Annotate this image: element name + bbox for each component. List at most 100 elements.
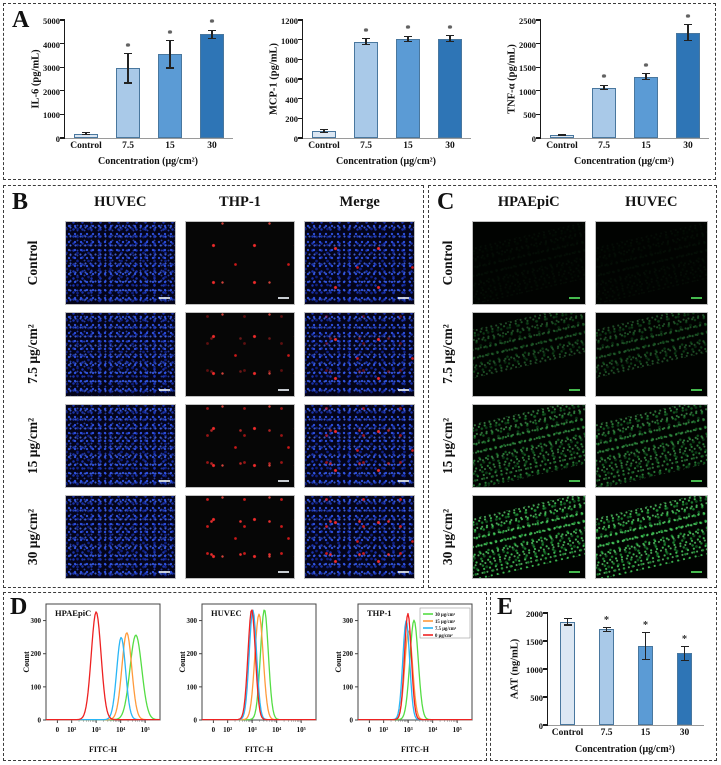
y-tick-label: 300 <box>187 617 198 625</box>
panel-e: E AAT (ng/mL) 0 500 1000 1500 2000 Control * 7.… <box>490 592 717 761</box>
scale-bar <box>691 297 702 300</box>
y-tick <box>543 668 548 670</box>
significance-asterisk: * <box>167 28 173 40</box>
fluorescence-band <box>595 222 708 305</box>
error-bar-cap <box>166 39 174 42</box>
b-image-merge-15 <box>304 403 415 488</box>
fitc-axis-label: FITC-H <box>89 745 118 754</box>
aat-x-axis-label: Concentration (μg/cm²) <box>574 744 676 755</box>
error-bar <box>211 30 213 39</box>
y-tick <box>60 19 65 21</box>
panel-c-grid: HPAEpiC HUVEC Control 7.5 μg/cm² 15 μg/c… <box>433 190 708 579</box>
y-tick <box>536 19 541 21</box>
y-tick <box>536 137 541 139</box>
legend-label: 0 μg/cm² <box>435 633 453 639</box>
y-tick-label: 0 <box>538 721 543 731</box>
il6-x-axis-label: Concentration (μg/cm²) <box>97 156 199 167</box>
error-bar-cap <box>124 53 132 55</box>
hpaepic-flow-histogram: 0 100 200 300 0 10² 10³ 10⁴ 10⁵ HPAEpiC Count FITC-… <box>20 598 172 761</box>
scale-bar <box>158 571 170 573</box>
error-bar-cap <box>446 41 454 43</box>
x-tick-label: 0 <box>56 726 60 734</box>
error-bar-cap <box>563 618 572 620</box>
bar-30 <box>200 34 224 138</box>
b-image-thp1-15 <box>184 403 296 488</box>
x-category-label: 7.5 <box>598 141 610 151</box>
x-category-label: 30 <box>679 728 690 738</box>
y-tick <box>298 19 303 21</box>
c-image-hpaepic-7_5 <box>472 312 586 397</box>
series-0 μg/cm² <box>46 611 160 721</box>
tnf-bar-chart: TNF-α (pg/mL) 0 500 1000 1500 2000 2500 Contro… <box>500 10 720 178</box>
huvec-flow-histogram: 0 100 200 300 0 10² 10³ 10⁴ 10⁵ HUVEC Count FITC-H <box>176 598 328 761</box>
scale-bar <box>158 388 170 391</box>
fluorescence-band <box>472 313 585 382</box>
fluorescence-band <box>472 404 585 487</box>
y-tick-label: 0 <box>531 134 536 144</box>
y-tick <box>298 58 303 60</box>
y-tick <box>536 90 541 92</box>
error-bar <box>127 53 129 84</box>
y-tick-label: 1000 <box>526 665 543 675</box>
y-tick <box>536 43 541 45</box>
significance-asterisk: * <box>642 620 649 632</box>
panel-d-label: D <box>10 594 28 620</box>
error-bar-cap <box>641 631 650 633</box>
y-tick-label: 5000 <box>43 16 60 26</box>
x-tick-label: 10⁵ <box>141 726 150 734</box>
mcp1-bar-chart: MCP-1 (pg/mL) 0 200 400 600 800 1000 1200 Contr… <box>262 10 482 178</box>
panel-a-label: A <box>12 7 30 33</box>
x-category-label: 30 <box>445 141 455 151</box>
c-image-hpaepic-30 <box>472 494 586 579</box>
c-row-label-15: 15 μg/cm² <box>440 417 455 474</box>
error-bar-cap <box>642 73 650 75</box>
panel-c-label: C <box>437 189 455 215</box>
error-bar-cap <box>558 135 566 137</box>
scale-bar <box>568 571 580 573</box>
significance-asterisk: * <box>643 61 649 73</box>
c-row-label-30: 30 μg/cm² <box>440 508 455 566</box>
scale-bar <box>158 297 170 300</box>
c-image-huvec-control <box>594 221 708 306</box>
y-tick-label: 3000 <box>43 63 60 74</box>
x-category-label: 15 <box>640 728 651 738</box>
y-tick-label: 0 <box>194 717 198 725</box>
b-image-huvec-30 <box>65 494 176 579</box>
error-bar-cap <box>642 78 650 81</box>
x-category-label: 30 <box>207 141 217 151</box>
bar-30 <box>676 32 700 138</box>
b-image-merge-30 <box>304 494 415 579</box>
x-tick-label: 10² <box>223 726 232 734</box>
fitc-axis-label: FITC-H <box>401 745 430 754</box>
tnf-plot-area: 0 500 1000 1500 2000 2500 Control * 7.5 * 15 * 30 <box>519 13 709 151</box>
error-bar-cap <box>82 132 90 134</box>
error-bar-cap <box>563 624 572 626</box>
bar-7.5 <box>599 629 614 725</box>
error-bar-cap <box>404 35 412 37</box>
panel-b: B HUVEC THP-1 Merge Control 7.5 μg/cm² 1… <box>3 185 424 588</box>
error-bar <box>644 632 647 660</box>
fluorescence-band <box>595 404 708 487</box>
legend-label: 7.5 μg/cm² <box>435 626 457 632</box>
mcp1-x-axis-label: Concentration (μg/cm²) <box>335 156 437 167</box>
error-bar-cap <box>558 133 566 136</box>
c-col-header-huvec: HUVEC <box>625 193 678 210</box>
y-tick <box>543 696 548 698</box>
x-tick-label: 0 <box>368 726 372 734</box>
y-tick-label: 2500 <box>519 16 536 26</box>
panel-b-label: B <box>12 189 29 215</box>
error-bar-cap <box>602 630 611 632</box>
scale-bar <box>691 571 702 573</box>
c-image-huvec-30 <box>594 494 708 579</box>
x-tick-label: 10³ <box>248 726 257 734</box>
legend-box <box>419 607 471 639</box>
plot-title: THP-1 <box>367 608 392 618</box>
c-row-label-control: Control <box>440 240 455 286</box>
y-tick <box>60 137 65 139</box>
error-bar-cap <box>362 38 370 40</box>
scale-bar <box>691 388 702 391</box>
y-tick-label: 500 <box>530 693 543 703</box>
panel-e-label: E <box>497 594 514 620</box>
error-bar <box>449 35 451 42</box>
b-row-label-15: 15 μg/cm² <box>25 417 40 474</box>
